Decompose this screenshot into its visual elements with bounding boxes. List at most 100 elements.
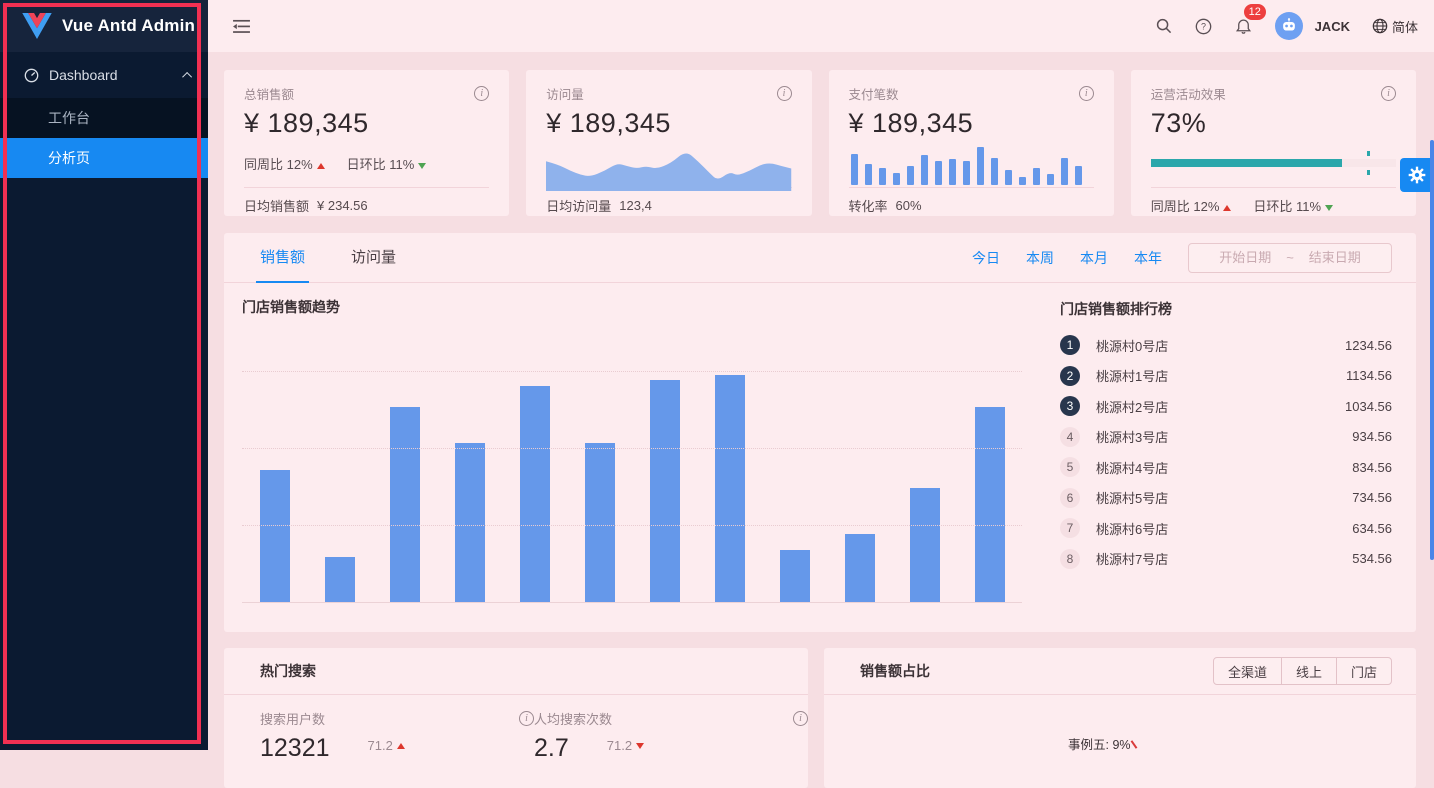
arrow-up-icon [1223, 204, 1232, 211]
date-separator: ~ [1286, 250, 1294, 265]
store-sales-bar-chart [242, 341, 1032, 603]
gear-icon [1408, 166, 1426, 184]
store-value: 634.56 [1352, 520, 1392, 536]
bar [974, 407, 1005, 602]
chart-gridline [242, 371, 1022, 372]
visit-area-chart [546, 139, 792, 191]
stat-footer-label: 日均访问量 [546, 198, 612, 214]
bar [649, 380, 680, 602]
stat-value: ¥ 189,345 [848, 108, 974, 138]
menu-fold-icon [232, 19, 250, 33]
dashboard-submenu: 工作台 分析页 [0, 98, 208, 178]
sidebar-item-analysis[interactable]: 分析页 [0, 138, 208, 178]
stat-title: 访问量 [546, 88, 584, 102]
store-name: 桃源村6号店 [1096, 521, 1169, 537]
bar [714, 375, 745, 602]
language-switcher[interactable]: 简体 [1372, 17, 1418, 36]
stat-value: 73% [1150, 108, 1207, 138]
settings-button[interactable] [1400, 158, 1434, 192]
info-icon[interactable]: i [1381, 86, 1396, 101]
stat-card-payments: 支付笔数 i ¥ 189,345 转化率 60% [828, 70, 1114, 216]
stat-footer-value: 60% [895, 197, 922, 213]
range-link[interactable]: 今日 [972, 249, 1000, 266]
search-button[interactable] [1147, 9, 1181, 43]
mini-bar [1074, 166, 1082, 185]
channel-filter-button[interactable]: 全渠道 [1212, 657, 1282, 685]
sidebar-item-label: Dashboard [49, 67, 118, 83]
range-link[interactable]: 本周 [1026, 249, 1054, 266]
store-name: 桃源村2号店 [1096, 399, 1169, 415]
store-name: 桃源村4号店 [1096, 460, 1169, 476]
info-icon[interactable]: i [1078, 86, 1094, 101]
channel-filter-button[interactable]: 线上 [1280, 657, 1337, 685]
chart-gridline [242, 525, 1022, 526]
language-label: 简体 [1391, 19, 1418, 35]
range-link[interactable]: 本年 [1134, 249, 1162, 266]
help-button[interactable]: ? [1187, 9, 1221, 43]
app-logo-row[interactable]: Vue Antd Admin [0, 0, 208, 52]
top-header: ? 12 JACK [208, 0, 1434, 52]
avatar[interactable] [1274, 12, 1303, 40]
mini-bar [1032, 168, 1040, 185]
tab-sales[interactable]: 销售额 [256, 232, 310, 283]
rank-row: 2 桃源村1号店 1134.56 [1060, 365, 1392, 386]
date-range-picker[interactable]: ~ [1188, 242, 1392, 273]
mini-bar [892, 173, 900, 185]
stat-card-visits: 访问量 i ¥ 189,345 日均访问量 123,4 [526, 70, 812, 216]
search-icon [1156, 18, 1171, 34]
range-link[interactable]: 本月 [1080, 249, 1108, 266]
store-value: 934.56 [1352, 429, 1392, 444]
bar [909, 488, 940, 602]
info-icon[interactable]: i [474, 86, 490, 101]
info-icon[interactable]: i [519, 711, 534, 726]
sidebar-item-workbench[interactable]: 工作台 [48, 110, 90, 126]
mini-bar [878, 168, 886, 185]
store-name: 桃源村3号店 [1096, 430, 1169, 445]
stat-trend: 71.2 [607, 738, 645, 753]
date-end-input[interactable] [1297, 250, 1372, 265]
arrow-down-icon [1325, 204, 1334, 211]
notifications-button[interactable]: 12 [1227, 3, 1267, 43]
rank-badge: 5 [1060, 457, 1080, 477]
user-name[interactable]: JACK [1314, 18, 1350, 34]
mini-bar [850, 154, 858, 185]
channel-filter-button[interactable]: 门店 [1335, 657, 1392, 685]
sidebar-item-dashboard[interactable]: Dashboard [0, 52, 208, 98]
chart-baseline [242, 602, 1022, 603]
stat-card-total-sales: 总销售额 i ¥ 189,345 同周比 12% 日环比 11% 日均销售额 ¥… [224, 70, 510, 216]
stat-title: 支付笔数 [848, 88, 899, 102]
store-name: 桃源村1号店 [1096, 369, 1169, 384]
stat-footer-label: 日均销售额 [244, 198, 310, 214]
bar [779, 550, 810, 602]
date-start-input[interactable] [1208, 250, 1283, 265]
mini-bar [864, 164, 872, 185]
info-icon[interactable]: i [793, 711, 808, 726]
question-circle-icon: ? [1195, 18, 1212, 34]
bar [519, 386, 550, 602]
stat-trend: 71.2 [368, 738, 405, 753]
rank-badge: 6 [1060, 487, 1080, 508]
stat-label: 人均搜索次数 [534, 712, 613, 727]
mini-bar [962, 161, 970, 185]
info-icon[interactable]: i [776, 86, 792, 101]
stat-cards-row: 总销售额 i ¥ 189,345 同周比 12% 日环比 11% 日均销售额 ¥… [224, 70, 1416, 216]
rank-row: 6 桃源村5号店 734.56 [1060, 487, 1392, 508]
bar [584, 443, 615, 602]
arrow-down-icon [418, 162, 427, 169]
rank-title: 门店销售额排行榜 [1060, 301, 1172, 317]
trend-day: 日环比 11% [347, 154, 427, 173]
trend-week: 同周比 12% [244, 154, 325, 173]
tab-visits[interactable]: 访问量 [351, 249, 397, 266]
bar [389, 407, 420, 602]
stat-number: 2.7 [534, 734, 569, 762]
menu-fold-button[interactable] [224, 9, 258, 43]
rank-row: 4 桃源村3号店 934.56 [1060, 426, 1392, 447]
chart-gridline [242, 448, 1022, 449]
stat-footer-label: 转化率 [848, 198, 888, 214]
mini-bar [906, 166, 914, 185]
scrollbar-thumb[interactable] [1430, 140, 1434, 560]
stat-footer-value: ¥ 234.56 [317, 197, 368, 213]
mini-bar [920, 155, 928, 185]
app-title: Vue Antd Admin [62, 16, 196, 35]
hot-search-title: 热门搜索 [260, 663, 316, 679]
